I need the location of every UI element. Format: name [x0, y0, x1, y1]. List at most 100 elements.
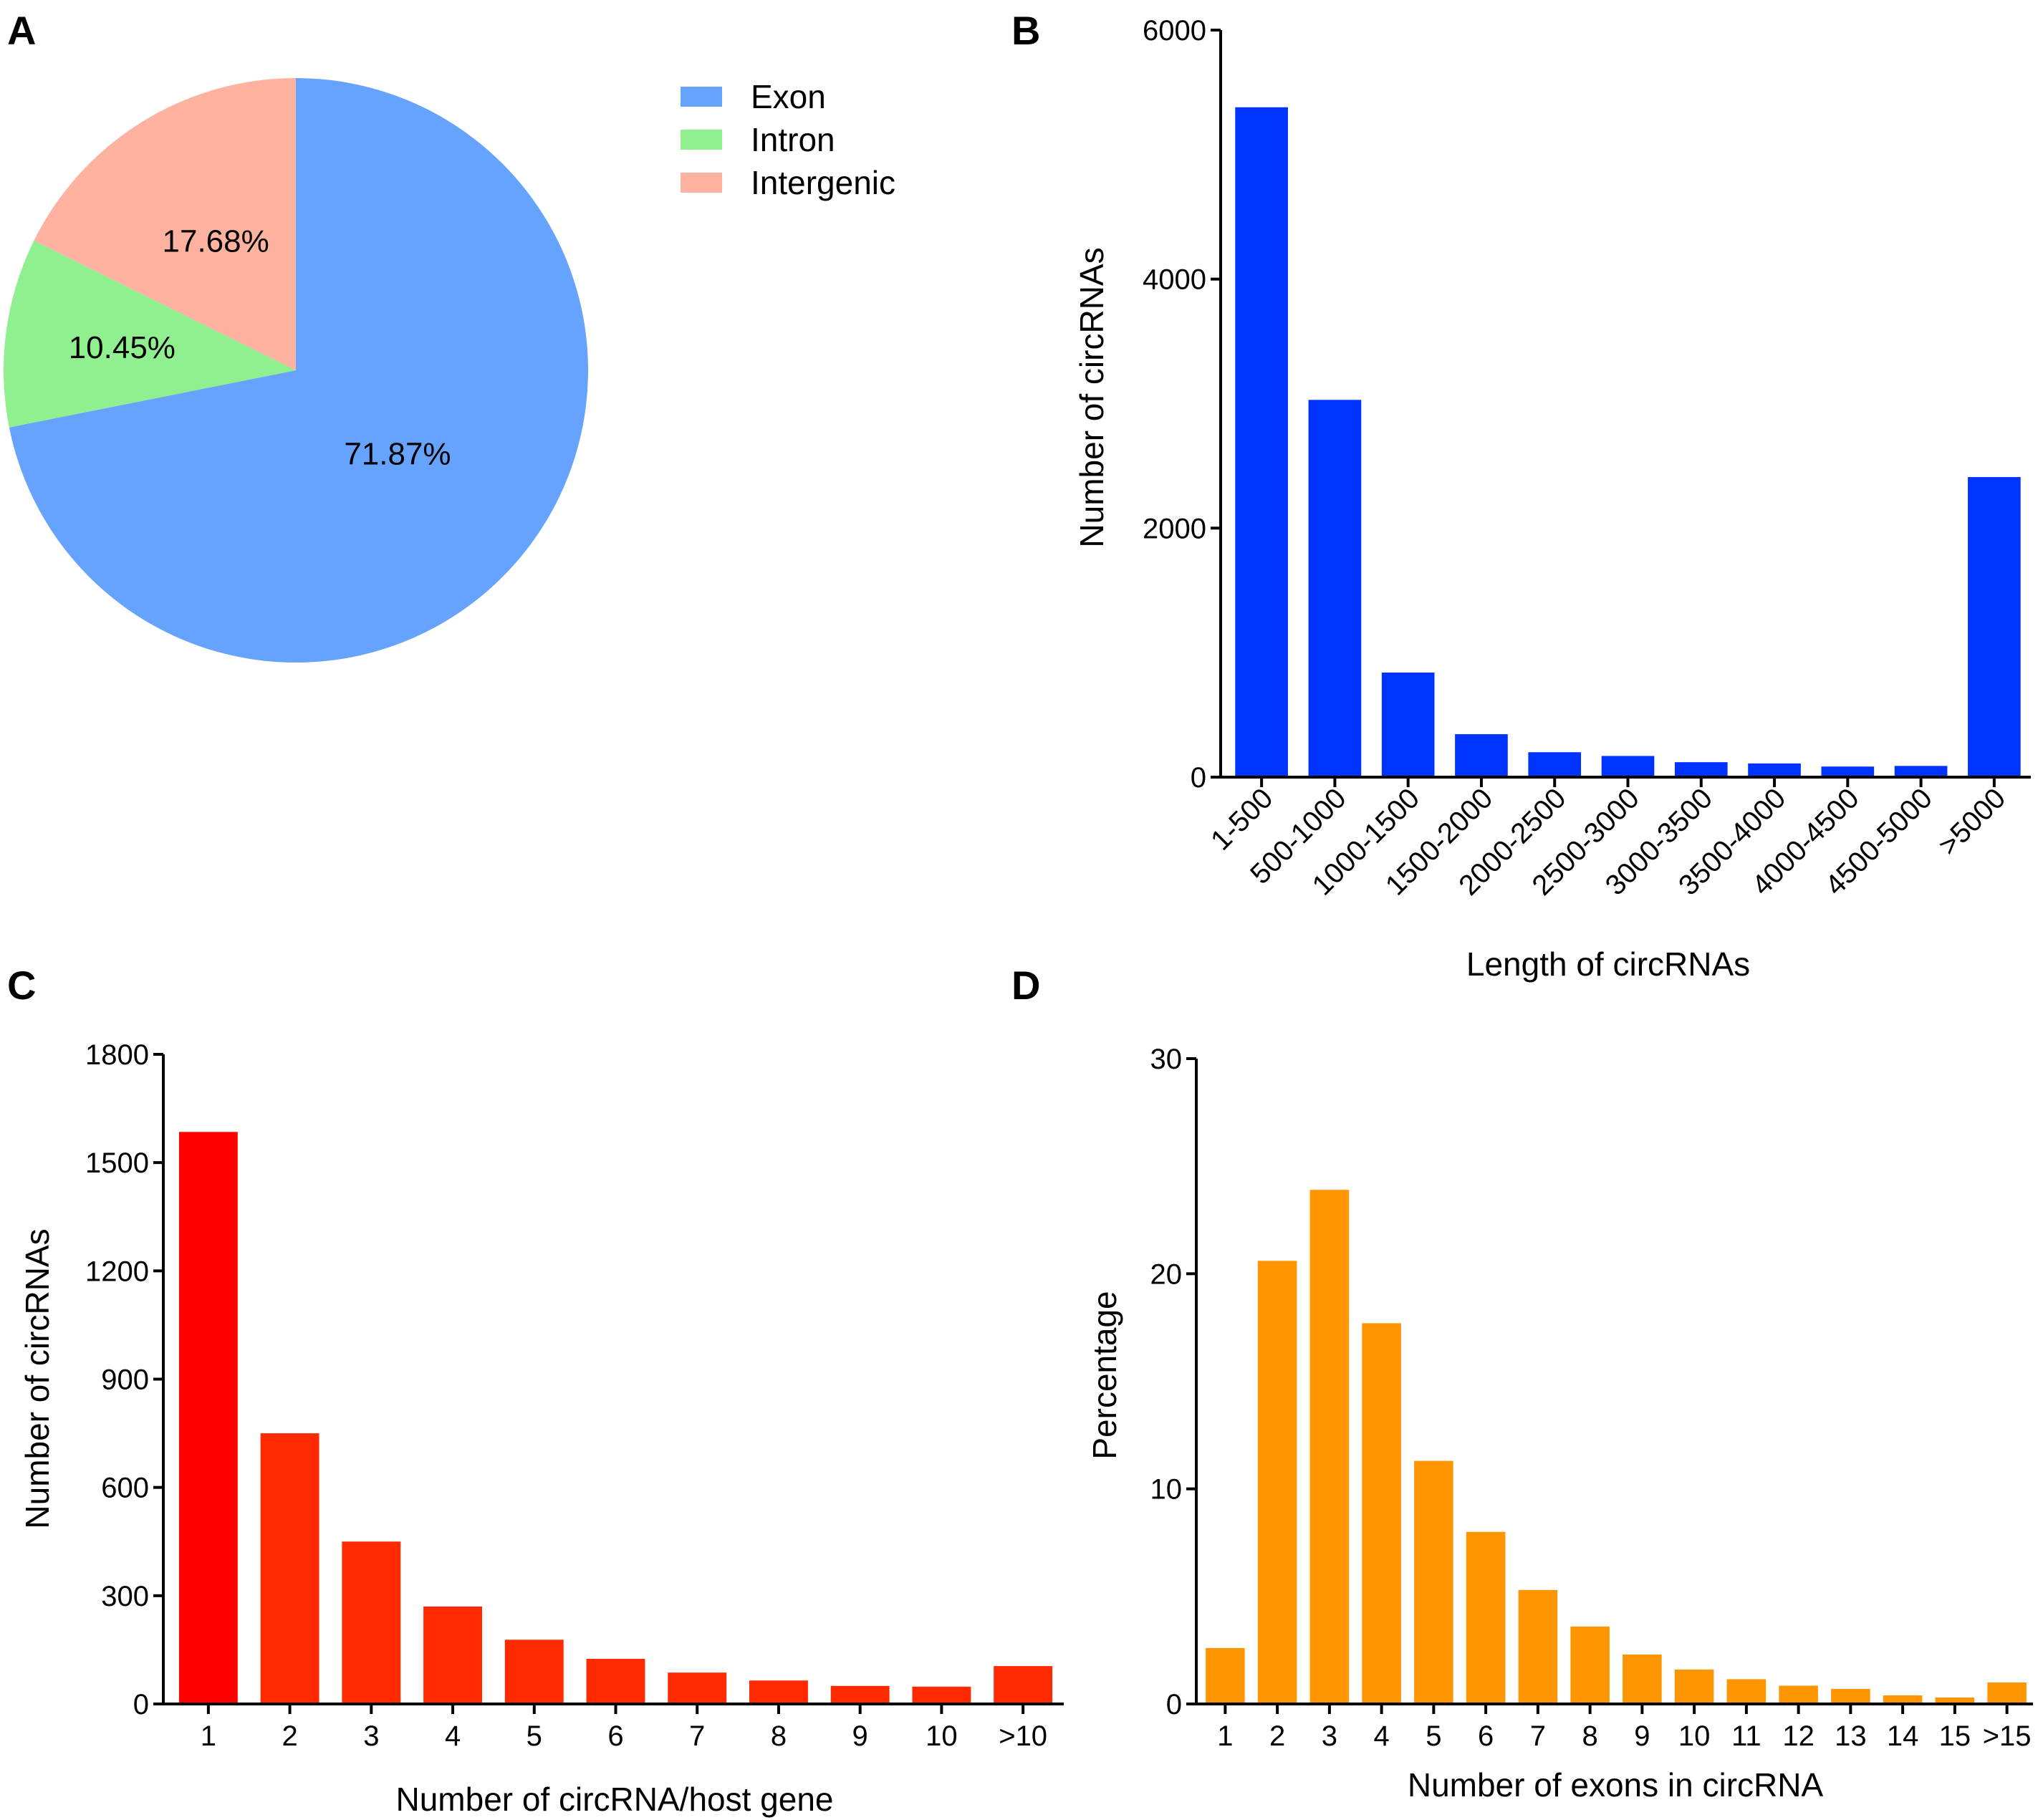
bar-10 — [912, 1686, 971, 1704]
pie-slice-intron-value-label: 10.45% — [69, 330, 176, 365]
bar-3 — [342, 1541, 401, 1704]
bar-1000-1500 — [1381, 672, 1435, 777]
bar-5 — [1414, 1460, 1453, 1704]
panel-label-b: B — [1011, 8, 1040, 53]
bar-7 — [1518, 1589, 1558, 1704]
bar-5 — [504, 1640, 564, 1704]
bar-15 — [1935, 1697, 1975, 1704]
x-axis-title: Number of circRNA/host gene — [395, 1781, 833, 1818]
x-tick-label: >5000 — [1933, 782, 2012, 862]
x-tick-label: 8 — [771, 1720, 787, 1752]
x-tick-label: 1 — [201, 1720, 216, 1752]
bar-14 — [1883, 1695, 1923, 1704]
x-tick-label: 5 — [1426, 1720, 1441, 1752]
panel-c-bar-chart: C 0 300 600 900 1200 1500 1800 1 2 3 4 5 6 7 8 9 10 >10 Nu… — [7, 963, 1064, 1818]
bar-13 — [1831, 1688, 1870, 1704]
pie-slice-exon — [9, 78, 589, 663]
x-tick-label: 1 — [1217, 1720, 1233, 1752]
bar-4000-4500 — [1821, 766, 1875, 777]
bar-8 — [749, 1680, 808, 1704]
bar-3500-4000 — [1748, 763, 1801, 777]
x-tick-label: 4 — [1374, 1720, 1390, 1752]
bar-2000-2500 — [1528, 752, 1582, 777]
y-tick-label: 30 — [1150, 1044, 1183, 1075]
legend-swatch-intron — [681, 130, 722, 150]
bar->15 — [1987, 1682, 2027, 1704]
bar-4 — [1362, 1323, 1401, 1704]
bar-10 — [1674, 1669, 1714, 1704]
panel-b-bar-chart: B 02000400060001-500500-10001000-1500150… — [1011, 8, 2031, 983]
pie-legend: Exon Intron Intergenic — [681, 78, 895, 201]
pie-value-labels: 71.87% 10.45% 17.68% — [69, 224, 451, 472]
x-tick-label: 12 — [1782, 1720, 1815, 1752]
bar-12 — [1779, 1685, 1818, 1704]
y-axis-title: Number of circRNAs — [19, 1228, 56, 1528]
bar-9 — [1623, 1654, 1662, 1704]
bar->10 — [994, 1666, 1053, 1704]
bar-1 — [1206, 1647, 1245, 1704]
bar-2 — [260, 1433, 319, 1704]
panel-label-a: A — [7, 8, 36, 53]
x-tick-label: 3 — [363, 1720, 379, 1752]
x-tick-label: 6 — [1478, 1720, 1494, 1752]
x-tick-label: 4 — [445, 1720, 461, 1752]
x-tick-label: 8 — [1582, 1720, 1598, 1752]
y-tick-label: 20 — [1150, 1258, 1183, 1290]
x-axis-title: Length of circRNAs — [1466, 945, 1750, 983]
x-tick-label: 14 — [1887, 1720, 1919, 1752]
x-tick-label: 2 — [1269, 1720, 1285, 1752]
bar-1-500 — [1235, 107, 1288, 777]
y-tick-label: 1800 — [85, 1039, 149, 1071]
y-tick-label: 600 — [101, 1473, 149, 1504]
legend-label-exon: Exon — [751, 78, 826, 115]
y-tick-label: 300 — [101, 1581, 149, 1612]
legend-swatch-exon — [681, 87, 722, 107]
panel-d-bars — [1206, 1190, 2027, 1704]
bar-7 — [668, 1672, 727, 1704]
bar-1 — [178, 1132, 238, 1704]
legend-label-intron: Intron — [751, 121, 835, 158]
y-tick-label: 0 — [133, 1689, 149, 1720]
y-axis-title: Percentage — [1086, 1291, 1123, 1459]
pie-slice-exon-value-label: 71.87% — [344, 436, 451, 471]
x-tick-label: 13 — [1835, 1720, 1867, 1752]
pie-slice-intergenic-value-label: 17.68% — [163, 224, 269, 259]
y-tick-label: 2000 — [1143, 513, 1206, 544]
bar-2500-3000 — [1601, 756, 1655, 777]
legend-label-intergenic: Intergenic — [751, 164, 895, 201]
x-tick-label: 5 — [527, 1720, 542, 1752]
x-axis-title: Number of exons in circRNA — [1408, 1766, 1824, 1804]
bar-9 — [830, 1685, 890, 1704]
x-tick-label: 3 — [1322, 1720, 1337, 1752]
x-tick-label: >15 — [1983, 1720, 2032, 1752]
x-tick-label: 2 — [282, 1720, 297, 1752]
panel-c-bars — [178, 1132, 1053, 1704]
x-tick-label: >10 — [999, 1720, 1047, 1752]
bar-6 — [586, 1659, 645, 1704]
y-tick-label: 6000 — [1143, 15, 1206, 47]
x-tick-label: 7 — [1530, 1720, 1546, 1752]
y-tick-label: 0 — [1191, 762, 1206, 794]
x-tick-label: 11 — [1731, 1720, 1761, 1752]
bar->5000 — [1968, 477, 2021, 777]
x-tick-label: 7 — [689, 1720, 705, 1752]
y-tick-label: 900 — [101, 1364, 149, 1396]
panel-label-d: D — [1011, 963, 1040, 1008]
y-tick-label: 4000 — [1143, 264, 1206, 296]
pie-slice-intergenic — [34, 78, 296, 370]
bar-1500-2000 — [1455, 734, 1508, 777]
pie-slice-intron — [3, 240, 296, 428]
panel-b-bars — [1235, 107, 2021, 777]
bar-11 — [1726, 1679, 1767, 1704]
y-tick-label: 0 — [1166, 1689, 1182, 1720]
pie-slices — [3, 78, 589, 663]
x-tick-label: 6 — [607, 1720, 623, 1752]
bar-3 — [1309, 1190, 1350, 1704]
x-tick-label: 9 — [852, 1720, 868, 1752]
panel-a-pie-chart: A 71.87% 10.45% 17.68% Exon Intron Intergeni… — [3, 8, 895, 663]
x-tick-label: 10 — [1678, 1720, 1711, 1752]
panel-label-c: C — [7, 963, 36, 1008]
x-tick-label: 10 — [926, 1720, 958, 1752]
legend-swatch-intergenic — [681, 173, 722, 193]
